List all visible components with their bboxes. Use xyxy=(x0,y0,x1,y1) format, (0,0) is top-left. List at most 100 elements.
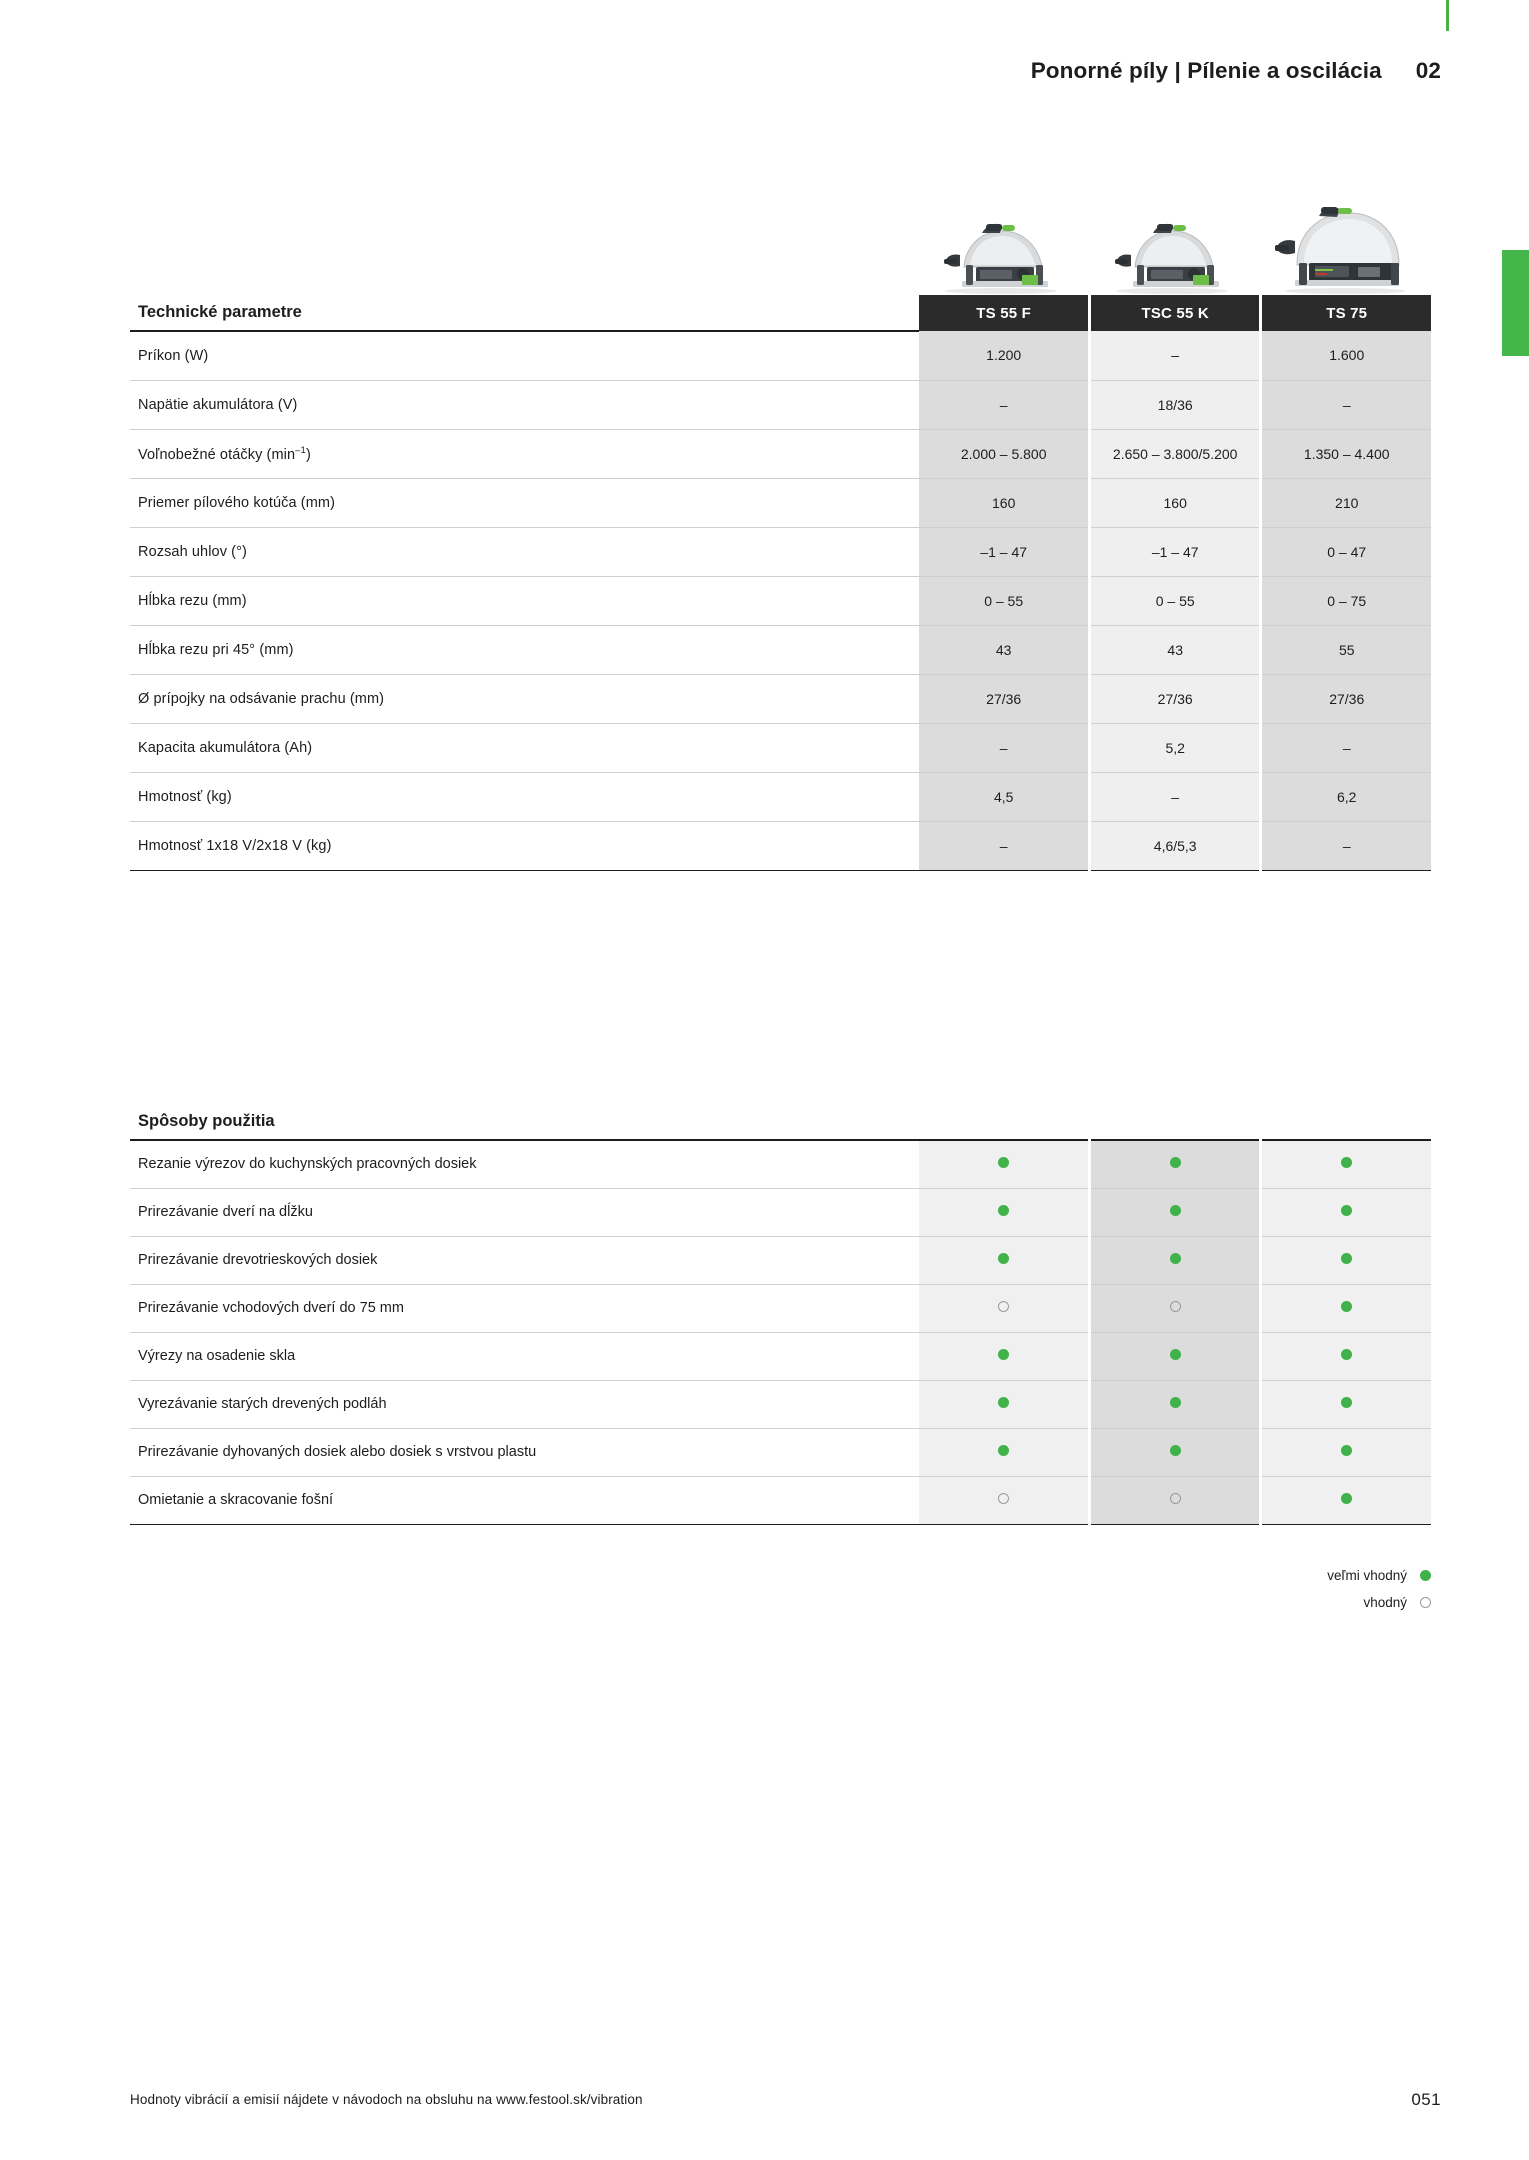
legend-label-very-suitable: veľmi vhodný xyxy=(1327,1568,1407,1583)
suitability-cell xyxy=(1090,1284,1260,1333)
spec-label: Voľnobežné otáčky (min–1) xyxy=(130,429,920,479)
filled-dot-icon xyxy=(1169,1445,1181,1456)
spec-value: 160 xyxy=(919,478,1088,528)
spec-label: Ø prípojky na odsávanie prachu (mm) xyxy=(130,674,920,724)
spec-value: 0 – 55 xyxy=(919,576,1088,626)
table-row: Rozsah uhlov (°) –1 – 47 –1 – 47 0 – 47 xyxy=(130,527,1431,577)
uses-table-title: Spôsoby použitia xyxy=(130,1104,920,1141)
suitability-cell xyxy=(1090,1188,1260,1237)
filled-dot-icon xyxy=(998,1349,1010,1360)
product-image-ts75 xyxy=(1259,190,1427,295)
suitability-cell xyxy=(919,1428,1088,1477)
spec-value: – xyxy=(919,723,1088,773)
spec-value: – xyxy=(919,380,1088,430)
spec-label: Priemer pílového kotúča (mm) xyxy=(130,478,920,528)
spec-label: Kapacita akumulátora (Ah) xyxy=(130,723,920,773)
green-accent-rule xyxy=(1446,0,1449,31)
table-row: Hĺbka rezu pri 45° (mm) 43 43 55 xyxy=(130,625,1431,675)
spec-label: Hmotnosť (kg) xyxy=(130,772,920,822)
application-label: Prirezávanie vchodových dverí do 75 mm xyxy=(130,1284,920,1333)
application-label: Prirezávanie dyhovaných dosiek alebo dos… xyxy=(130,1428,920,1477)
spec-label: Rozsah uhlov (°) xyxy=(130,527,920,577)
technical-parameters-table: Technické parametre TS 55 F TSC 55 K TS … xyxy=(130,295,1431,871)
spec-label-superscript: –1 xyxy=(295,444,306,456)
application-label: Prirezávanie drevotrieskových dosiek xyxy=(130,1236,920,1285)
open-dot-icon xyxy=(998,1301,1010,1312)
filled-dot-icon xyxy=(998,1397,1010,1408)
spec-value: – xyxy=(1262,723,1431,773)
spec-value: – xyxy=(919,821,1088,871)
filled-dot-icon xyxy=(998,1157,1010,1169)
spec-value: 0 – 75 xyxy=(1262,576,1431,626)
legend-very-suitable: veľmi vhodný xyxy=(1327,1562,1431,1589)
filled-dot-icon xyxy=(1341,1301,1353,1312)
application-label: Omietanie a skracovanie fošní xyxy=(130,1476,920,1525)
suitability-cell xyxy=(1090,1428,1260,1477)
spec-value: 27/36 xyxy=(1090,674,1260,724)
spec-label: Hĺbka rezu pri 45° (mm) xyxy=(130,625,920,675)
column-gap xyxy=(1087,1188,1091,1236)
footer-note: Hodnoty vibrácií a emisií nájdete v návo… xyxy=(130,2092,643,2107)
suitability-cell xyxy=(919,1140,1088,1189)
spec-label: Napätie akumulátora (V) xyxy=(130,380,920,430)
suitability-cell xyxy=(1090,1380,1260,1429)
uses-header-col1 xyxy=(919,1104,1088,1141)
product-image-row xyxy=(130,190,1431,295)
product-image-tsc55k xyxy=(1088,190,1256,295)
spec-value: 0 – 47 xyxy=(1262,527,1431,577)
application-label: Rezanie výrezov do kuchynských pracovnýc… xyxy=(130,1140,920,1189)
spec-value: 4,5 xyxy=(919,772,1088,822)
filled-dot-icon xyxy=(998,1205,1010,1216)
filled-dot-icon xyxy=(1169,1253,1181,1264)
spec-value: –1 – 47 xyxy=(919,527,1088,577)
table-row: Vyrezávanie starých drevených podláh xyxy=(130,1380,1431,1429)
track-saw-icon xyxy=(1115,223,1228,294)
table-row: Hmotnosť (kg) 4,5 – 6,2 xyxy=(130,772,1431,822)
track-saw-large-icon xyxy=(1275,207,1405,294)
suitability-cell xyxy=(1090,1332,1260,1381)
filled-dot-icon xyxy=(1169,1349,1181,1360)
legend-suitable: vhodný xyxy=(1327,1589,1431,1616)
spec-value: 1.200 xyxy=(919,331,1088,381)
application-label: Vyrezávanie starých drevených podláh xyxy=(130,1380,920,1429)
spec-value: 27/36 xyxy=(1262,674,1431,724)
column-gap xyxy=(1259,1284,1263,1332)
spec-value: –1 – 47 xyxy=(1090,527,1260,577)
column-gap xyxy=(1259,1380,1263,1428)
suitability-cell xyxy=(1090,1476,1260,1525)
spec-value: 5,2 xyxy=(1090,723,1260,773)
filled-dot-icon xyxy=(1341,1205,1353,1216)
spec-value: 18/36 xyxy=(1090,380,1260,430)
table-row: Hĺbka rezu (mm) 0 – 55 0 – 55 0 – 75 xyxy=(130,576,1431,626)
uses-header-row: Spôsoby použitia xyxy=(130,1104,1431,1141)
spec-value: 0 – 55 xyxy=(1090,576,1260,626)
table-row: Prirezávanie drevotrieskových dosiek xyxy=(130,1236,1431,1285)
suitability-cell xyxy=(919,1188,1088,1237)
suitability-cell xyxy=(1090,1140,1260,1189)
uses-header-col3 xyxy=(1262,1104,1431,1141)
spec-value: 2.650 – 3.800/5.200 xyxy=(1090,429,1260,479)
table-row: Výrezy na osadenie skla xyxy=(130,1332,1431,1381)
table-row: Hmotnosť 1x18 V/2x18 V (kg) – 4,6/5,3 – xyxy=(130,821,1431,871)
column-gap xyxy=(1087,1476,1091,1524)
spec-section: Technické parametre TS 55 F TSC 55 K TS … xyxy=(130,190,1431,871)
filled-dot-icon xyxy=(1341,1253,1353,1264)
spec-label: Hĺbka rezu (mm) xyxy=(130,576,920,626)
suitability-cell xyxy=(1090,1236,1260,1285)
spec-value: – xyxy=(1262,380,1431,430)
application-label: Prirezávanie dverí na dĺžku xyxy=(130,1188,920,1237)
running-header: Ponorné píly | Pílenie a oscilácia 02 xyxy=(1031,58,1441,84)
spec-label: Hmotnosť 1x18 V/2x18 V (kg) xyxy=(130,821,920,871)
spec-value: – xyxy=(1090,331,1260,381)
column-gap xyxy=(1259,1332,1263,1380)
spec-value: 1.350 – 4.400 xyxy=(1262,429,1431,479)
column-gap xyxy=(1259,295,1263,331)
open-dot-icon xyxy=(1169,1493,1181,1504)
uses-header-col2 xyxy=(1090,1104,1260,1141)
page-number: 051 xyxy=(1411,2090,1441,2109)
filled-dot-icon xyxy=(1341,1493,1353,1504)
filled-dot-icon xyxy=(1341,1397,1353,1408)
filled-dot-icon xyxy=(1169,1397,1181,1408)
column-gap xyxy=(1259,1140,1263,1188)
open-dot-icon xyxy=(1420,1597,1431,1608)
